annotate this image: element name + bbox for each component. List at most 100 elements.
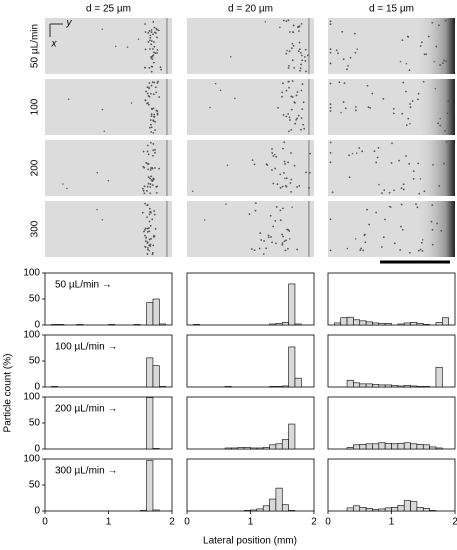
histogram-bar bbox=[346, 507, 354, 512]
y-axis-title: Particle count (%) bbox=[3, 354, 14, 433]
histogram-bar bbox=[410, 322, 418, 326]
particle bbox=[361, 150, 364, 153]
particle bbox=[417, 98, 419, 101]
flow-rate-label: 100 µL/min → bbox=[55, 342, 117, 353]
particle bbox=[285, 20, 288, 23]
histogram-bar bbox=[281, 439, 289, 450]
particle bbox=[144, 48, 147, 51]
particle bbox=[408, 163, 411, 165]
particle bbox=[151, 253, 154, 256]
y-tick-label: 0 bbox=[34, 444, 40, 455]
plot-frame bbox=[186, 334, 315, 388]
particle bbox=[355, 152, 358, 155]
particle bbox=[282, 82, 284, 85]
histogram-bar bbox=[378, 508, 386, 512]
particle bbox=[150, 31, 153, 34]
particle bbox=[147, 103, 150, 106]
particle bbox=[329, 48, 332, 50]
x-tick-label: 2 bbox=[311, 517, 317, 528]
histogram-bar bbox=[403, 322, 411, 326]
axis-indicator-label: x bbox=[51, 39, 58, 50]
particle bbox=[146, 227, 149, 230]
particle bbox=[300, 117, 303, 119]
histogram-bar bbox=[294, 323, 302, 326]
particle bbox=[152, 93, 155, 96]
particle bbox=[150, 113, 153, 115]
particle bbox=[264, 20, 267, 23]
particle bbox=[147, 153, 150, 156]
histogram-bar bbox=[340, 317, 348, 326]
particle bbox=[431, 21, 434, 24]
histogram-bar bbox=[275, 443, 283, 450]
particle bbox=[259, 232, 262, 234]
particle bbox=[147, 248, 149, 251]
particle bbox=[290, 190, 292, 193]
particle bbox=[150, 92, 152, 95]
particle bbox=[147, 176, 150, 179]
particle bbox=[382, 97, 385, 100]
particle bbox=[144, 202, 146, 205]
particle bbox=[329, 110, 332, 112]
particle bbox=[356, 48, 359, 50]
particle bbox=[431, 243, 434, 246]
particle bbox=[150, 56, 153, 59]
channel-edge-shade bbox=[416, 79, 455, 135]
particle bbox=[143, 229, 146, 231]
particle bbox=[329, 141, 332, 144]
histogram-bar bbox=[403, 385, 411, 388]
particle bbox=[151, 65, 154, 68]
particle bbox=[443, 162, 445, 165]
histogram-bar bbox=[275, 323, 283, 326]
particle bbox=[225, 203, 227, 206]
particle bbox=[401, 39, 404, 42]
particle bbox=[346, 68, 348, 71]
particle bbox=[421, 238, 424, 241]
particle bbox=[150, 126, 153, 129]
micrograph bbox=[187, 140, 314, 196]
channel-edge-shade bbox=[416, 140, 455, 196]
particle bbox=[282, 19, 285, 22]
particle bbox=[291, 47, 293, 50]
histogram-bar bbox=[269, 444, 277, 450]
particle bbox=[101, 108, 104, 111]
particle bbox=[392, 112, 395, 115]
particle bbox=[399, 249, 402, 251]
particle bbox=[417, 162, 420, 165]
particle bbox=[283, 240, 286, 243]
x-tick-label: 0 bbox=[325, 517, 331, 528]
particle bbox=[254, 202, 257, 205]
particle bbox=[302, 101, 305, 104]
particle bbox=[152, 61, 155, 64]
particle bbox=[294, 101, 296, 104]
particle bbox=[130, 102, 133, 104]
particle bbox=[412, 170, 415, 172]
particle bbox=[272, 182, 275, 185]
histogram-bar bbox=[346, 316, 354, 326]
particle bbox=[265, 247, 268, 250]
particle bbox=[149, 243, 152, 246]
particle bbox=[432, 163, 434, 166]
particle bbox=[405, 124, 408, 127]
particle bbox=[444, 129, 446, 132]
histogram-bar bbox=[269, 386, 277, 388]
particle bbox=[152, 234, 155, 237]
particle bbox=[275, 242, 277, 245]
flow-rate-label: 200 µL/min → bbox=[55, 404, 117, 415]
particle bbox=[146, 92, 149, 95]
histogram-bar bbox=[378, 323, 386, 326]
micrograph bbox=[45, 79, 172, 135]
particle bbox=[149, 177, 151, 180]
particle bbox=[279, 26, 281, 29]
particle bbox=[150, 131, 153, 133]
micrograph bbox=[45, 201, 172, 257]
particle bbox=[209, 106, 211, 109]
particle bbox=[366, 208, 368, 211]
particle bbox=[263, 240, 266, 242]
particle bbox=[300, 128, 302, 131]
particle bbox=[371, 92, 374, 95]
particle bbox=[258, 247, 261, 250]
particle bbox=[107, 179, 110, 182]
particle bbox=[154, 129, 157, 132]
particle bbox=[148, 249, 151, 252]
histogram-bar bbox=[152, 509, 160, 512]
